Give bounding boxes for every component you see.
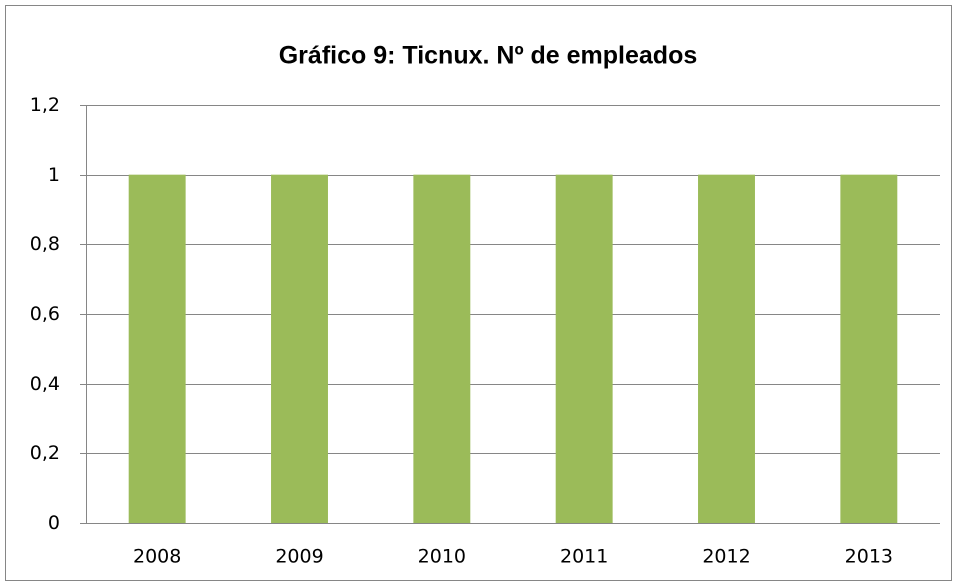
chart-title: Gráfico 9: Ticnux. Nº de empleados: [279, 42, 698, 70]
y-tick-label: 0,6: [30, 303, 60, 325]
bar: [840, 174, 898, 523]
y-tick-label: 1,2: [30, 94, 60, 116]
x-tick-label: 2011: [560, 546, 608, 568]
y-tick-label: 0,4: [30, 373, 60, 395]
y-tick-label: 1: [48, 164, 60, 186]
x-tick-label: 2013: [845, 546, 893, 568]
x-tick-label: 2012: [702, 546, 750, 568]
x-tick-label: 2009: [275, 546, 323, 568]
bar: [128, 174, 186, 523]
y-tick-label: 0: [48, 512, 60, 534]
y-tick-label: 0,8: [30, 233, 60, 255]
x-tick-label: 2010: [418, 546, 466, 568]
bar: [698, 174, 755, 523]
bar: [271, 174, 328, 523]
bar: [555, 174, 613, 523]
bar: [413, 174, 471, 523]
x-tick-label: 2008: [133, 546, 181, 568]
y-tick-label: 0,2: [30, 442, 60, 464]
